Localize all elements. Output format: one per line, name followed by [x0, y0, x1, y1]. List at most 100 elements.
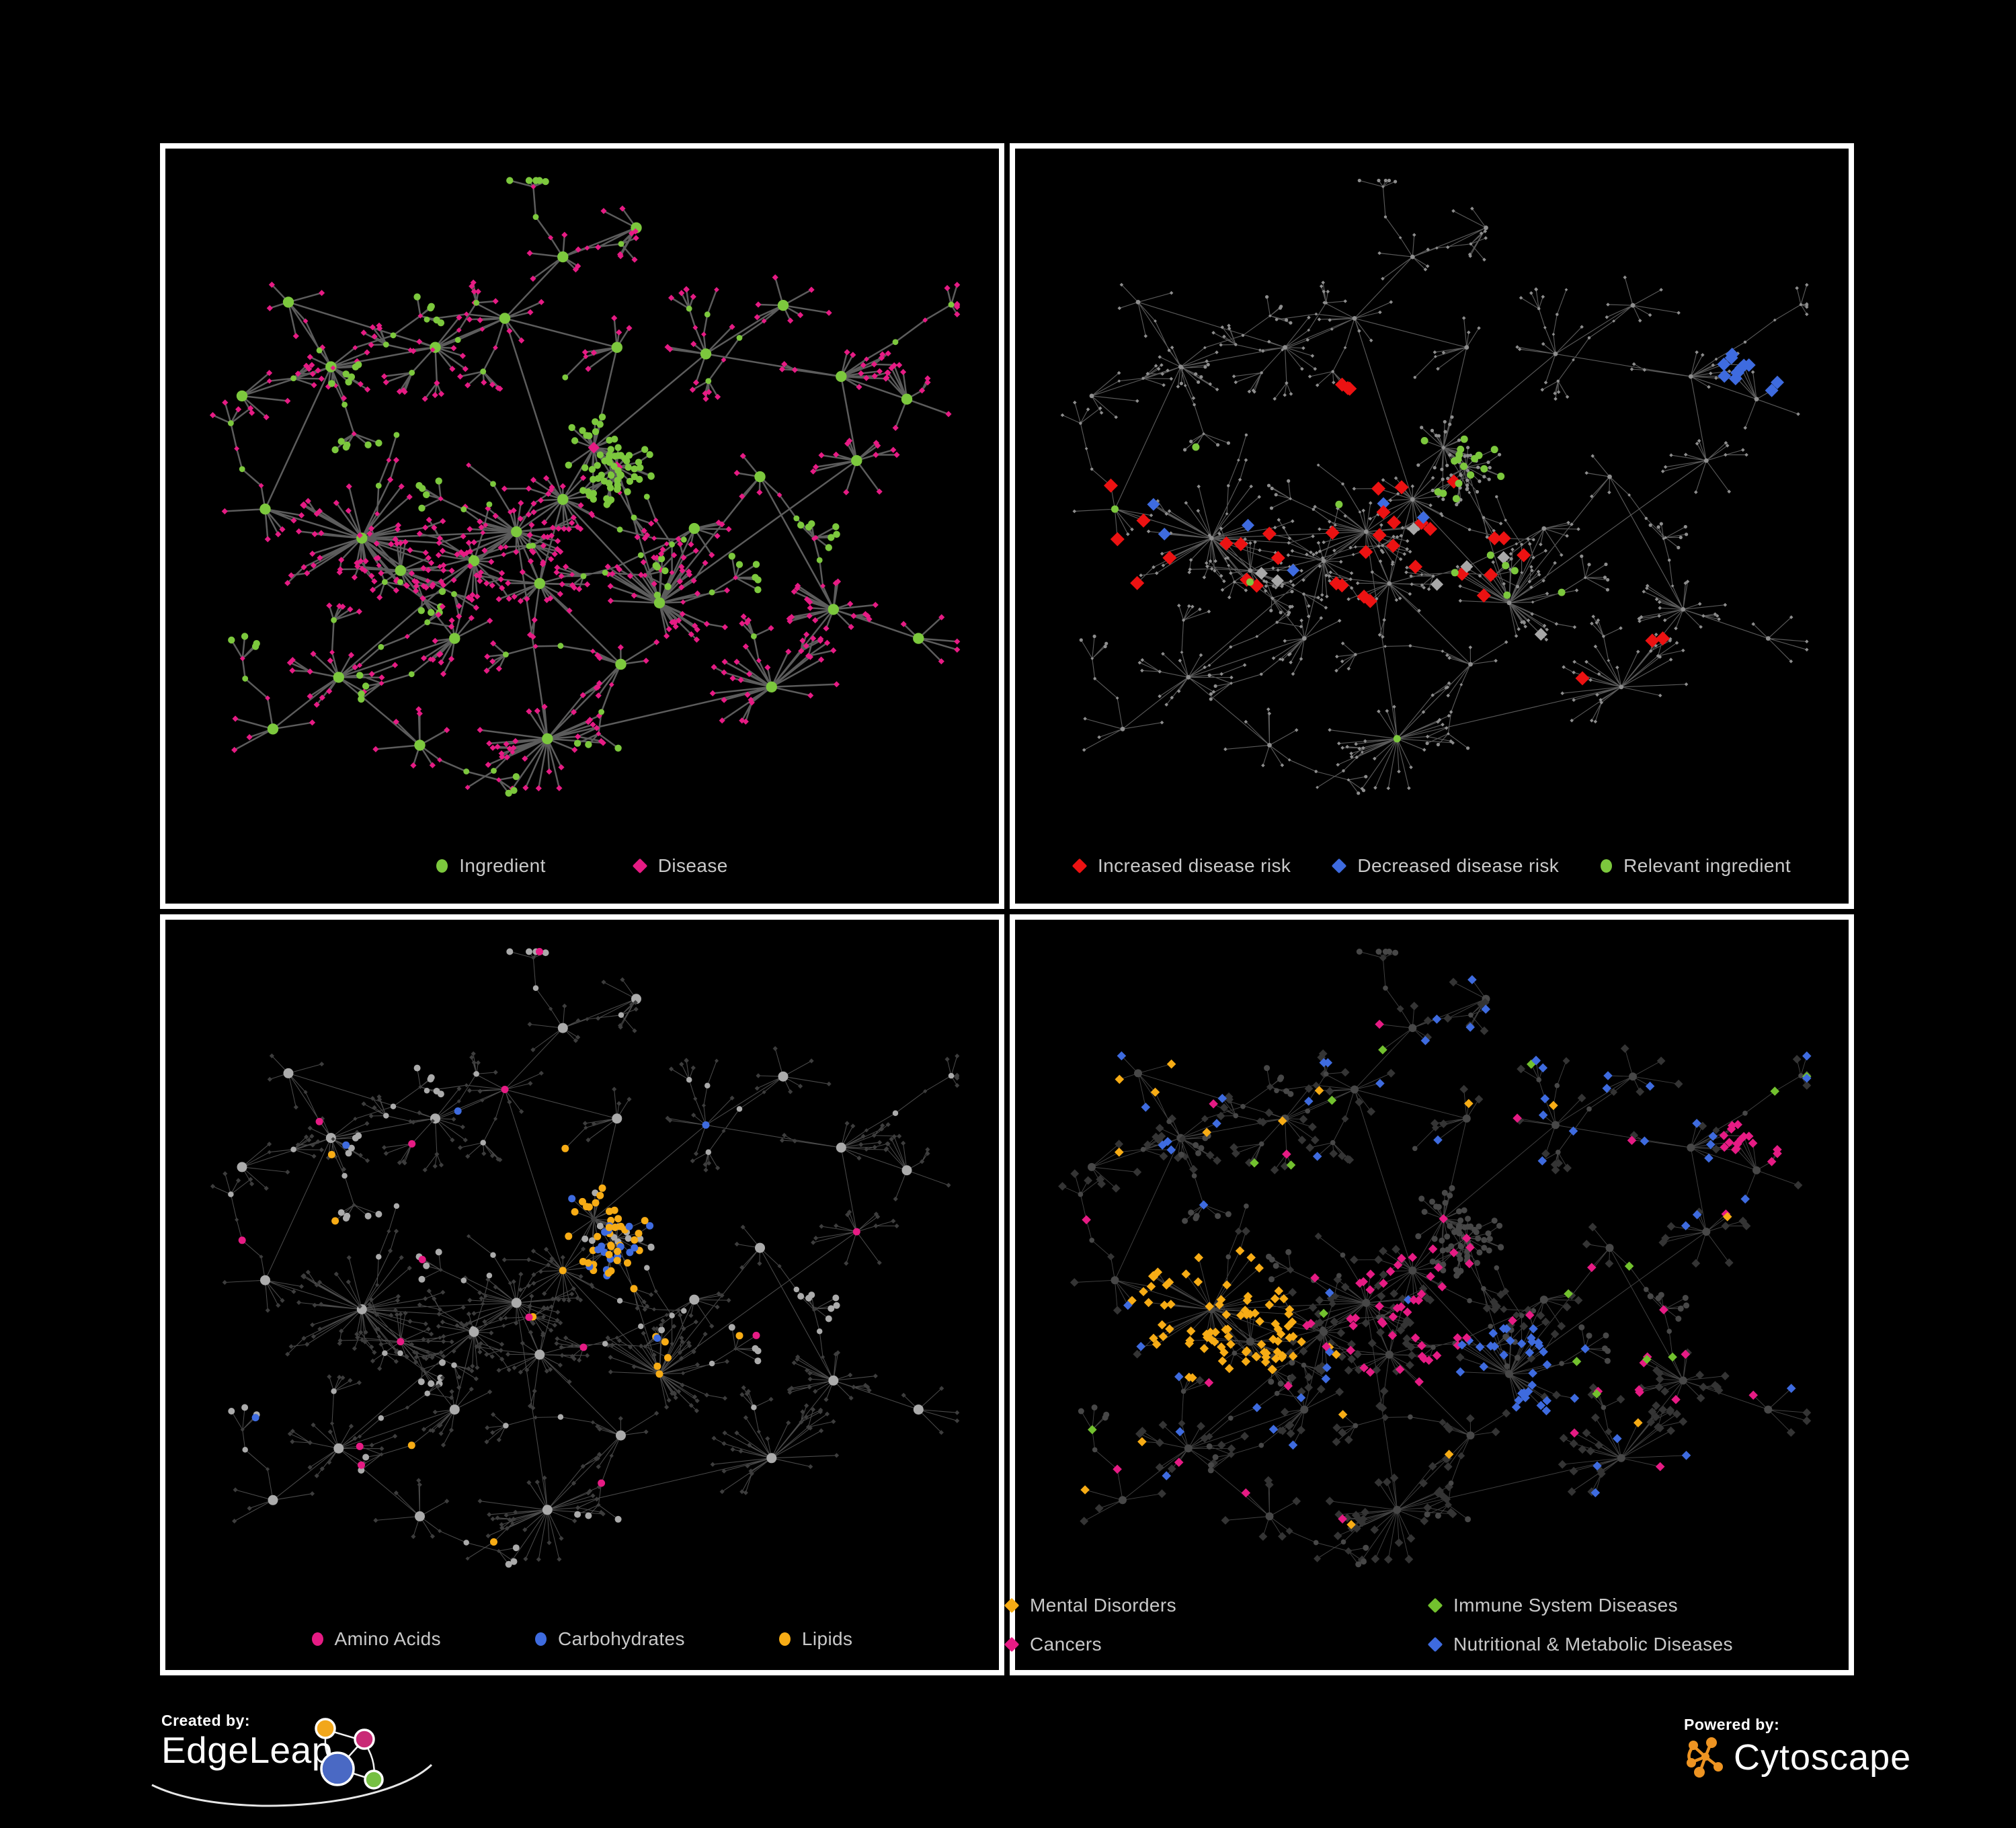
ingredient-node [1300, 1405, 1309, 1414]
disease-node [1394, 476, 1398, 480]
disease-node [1468, 645, 1473, 649]
disease-node [416, 530, 423, 537]
disease-node [1736, 1134, 1746, 1144]
created-by-label: Created by: [161, 1712, 251, 1729]
disease-node [1795, 286, 1799, 290]
ingredient-node [1504, 1363, 1510, 1369]
ingredient-node [1486, 1247, 1492, 1254]
disease-node [818, 452, 825, 459]
disease-node [1593, 719, 1598, 724]
ingredient-node [1461, 1207, 1467, 1214]
disease-node [1792, 1055, 1802, 1064]
disease-node [547, 595, 554, 602]
disease-node [1796, 412, 1800, 416]
disease-node [672, 1391, 678, 1397]
disease-node [1276, 568, 1280, 572]
disease-node [1568, 1126, 1578, 1136]
disease-node [954, 304, 961, 311]
disease-node [1531, 1056, 1541, 1065]
disease-node [377, 1366, 382, 1372]
disease-node [1297, 1337, 1306, 1347]
legend-label: Ingredient [459, 855, 546, 876]
disease-node [423, 1296, 428, 1302]
disease-node [223, 1171, 228, 1177]
disease-node [1256, 1117, 1264, 1125]
disease-node [1458, 598, 1463, 603]
disease-node [1348, 577, 1353, 582]
disease-node [572, 266, 579, 273]
disease-node [1572, 1357, 1582, 1366]
disease-node [1197, 1422, 1205, 1431]
disease-node [590, 721, 596, 728]
disease-node [1261, 1353, 1271, 1362]
disease-node [581, 349, 588, 356]
disease-node [1288, 1351, 1298, 1361]
disease-node [379, 1452, 384, 1457]
ingredient-node [415, 1511, 425, 1521]
ingredient-node [754, 471, 766, 483]
disease-node [1267, 711, 1272, 716]
ingredient-node [828, 1375, 839, 1386]
disease-node [892, 424, 899, 431]
disease-node [1358, 1519, 1366, 1527]
disease-node [1348, 545, 1353, 550]
disease-node [530, 1405, 536, 1410]
ingredient-node [430, 1113, 440, 1124]
cytoscape-credit: Powered by: Cytoscape [1684, 1716, 1911, 1778]
disease-node [1237, 459, 1240, 462]
disease-node [432, 1409, 438, 1415]
disease-node [813, 1389, 818, 1394]
disease-node [1802, 1408, 1812, 1417]
disease-node [1215, 387, 1219, 392]
disease-node [1191, 396, 1196, 400]
disease-node [756, 658, 762, 664]
disease-node [398, 1312, 403, 1317]
disease-node [393, 587, 399, 594]
ingredient-node [433, 1088, 440, 1095]
ingredient-node [562, 374, 569, 381]
disease-node [1666, 1426, 1675, 1435]
disease-node [1424, 1355, 1434, 1365]
disease-node [1443, 1462, 1453, 1471]
disease-node [690, 293, 696, 300]
disease-node [1564, 288, 1568, 292]
disease-node [1595, 692, 1599, 697]
disease-node [451, 1349, 456, 1354]
disease-node [679, 1335, 684, 1341]
disease-node [1517, 1064, 1525, 1074]
ingredient-node [1647, 1293, 1654, 1300]
ingredient-node [408, 671, 415, 678]
disease-node [1162, 1471, 1171, 1480]
disease-node [1515, 345, 1519, 349]
ingredient-node [419, 485, 426, 492]
disease-node [633, 235, 639, 241]
ingredient-node [1430, 1345, 1436, 1350]
disease-node [721, 1441, 727, 1446]
disease-node [1207, 533, 1211, 537]
disease-node [596, 1016, 601, 1021]
disease-node [566, 1298, 571, 1303]
disease-node [1482, 1304, 1492, 1313]
disease-node [642, 1307, 647, 1312]
disease-node [540, 543, 547, 549]
disease-node [786, 1420, 791, 1425]
disease-node [1482, 257, 1486, 262]
ingredient-node [1289, 1359, 1295, 1366]
disease-node [481, 379, 487, 386]
ingredient-node [1685, 532, 1689, 537]
disease-node [1656, 653, 1660, 658]
network-disease-risk [1060, 178, 1809, 795]
disease-node [787, 317, 794, 324]
ingredient-node [607, 1241, 615, 1249]
disease-node [311, 530, 318, 537]
ingredient-node [1440, 467, 1444, 471]
disease-node [1320, 593, 1324, 597]
disease-node [575, 1505, 581, 1511]
disease-node [678, 1312, 683, 1318]
disease-node [1663, 465, 1668, 469]
disease-node [664, 1404, 670, 1410]
disease-node [608, 1369, 613, 1375]
disease-node [1529, 565, 1533, 569]
disease-node [595, 244, 602, 251]
legend-item-disease: Disease [632, 855, 728, 877]
